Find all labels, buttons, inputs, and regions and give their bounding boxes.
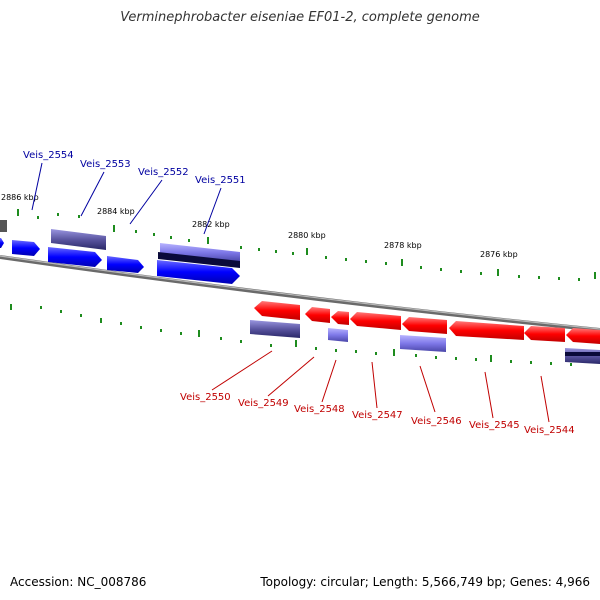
reverse-label-leaders [211, 350, 550, 423]
gene-arrow-veis-2549[interactable] [254, 301, 300, 320]
gene-label-veis-2549[interactable]: Veis_2549 [238, 398, 289, 409]
scale-label-2882: 2882 kbp [192, 220, 230, 229]
genome-backbone-highlight [0, 255, 600, 330]
gene-label-veis-2552[interactable]: Veis_2552 [138, 167, 189, 178]
scale-label-2886: 2886 kbp [1, 193, 39, 202]
genome-backbone [0, 255, 600, 332]
gene-arrow-veis-2552[interactable] [107, 256, 144, 273]
gene-arrow-veis-2548[interactable] [305, 307, 330, 323]
gene-arrow-veis-2551[interactable] [157, 260, 240, 284]
gene-arrow-forward[interactable] [0, 238, 4, 248]
gene-arrow-veis-2554[interactable] [12, 240, 40, 256]
forward-label-leaders [31, 162, 222, 235]
gene-arrow-reverse-edge[interactable] [566, 328, 600, 344]
gene-label-veis-2550[interactable]: Veis_2550 [180, 392, 231, 403]
scale-label-2878: 2878 kbp [384, 241, 422, 250]
reverse-tick-row [10, 304, 572, 366]
gene-label-veis-2547[interactable]: Veis_2547 [352, 410, 403, 421]
scale-label-2880: 2880 kbp [288, 231, 326, 240]
map-title: Verminephrobacter eiseniae EF01-2, compl… [120, 10, 480, 25]
gene-label-veis-2551[interactable]: Veis_2551 [195, 175, 246, 186]
gene-label-veis-2554[interactable]: Veis_2554 [23, 150, 74, 161]
reverse-strand-features [250, 301, 600, 364]
feature-box-veis-2548[interactable] [328, 328, 348, 342]
gene-label-veis-2546[interactable]: Veis_2546 [411, 416, 462, 427]
feature-box-veis-2551-top[interactable] [160, 243, 240, 262]
forward-tick-row [17, 209, 596, 281]
feature-box-veis-2546[interactable] [400, 335, 446, 352]
feature-box-reverse-edge-core [565, 352, 600, 356]
gene-arrow-veis-2553[interactable] [48, 247, 102, 267]
gene-arrow-veis-2545[interactable] [449, 321, 524, 340]
gene-label-veis-2548[interactable]: Veis_2548 [294, 404, 345, 415]
scale-label-2884: 2884 kbp [97, 207, 135, 216]
gene-arrow-veis-2547-a[interactable] [331, 311, 349, 325]
gene-arrow-veis-2547[interactable] [350, 312, 401, 330]
gene-arrow-veis-2546[interactable] [402, 317, 447, 334]
genome-summary-text: Topology: circular; Length: 5,566,749 bp… [260, 575, 590, 589]
gene-label-veis-2553[interactable]: Veis_2553 [80, 159, 131, 170]
gene-label-veis-2545[interactable]: Veis_2545 [469, 420, 520, 431]
gene-label-veis-2544[interactable]: Veis_2544 [524, 425, 575, 436]
scale-label-2876: 2876 kbp [480, 250, 518, 259]
forward-strand-features [0, 229, 240, 284]
accession-text: Accession: NC_008786 [10, 575, 147, 589]
feature-box-veis-2551[interactable] [158, 252, 240, 268]
feature-box-veis-2550[interactable] [250, 320, 300, 338]
feature-box-veis-2553[interactable] [51, 229, 106, 250]
gene-arrow-veis-2544[interactable] [524, 326, 565, 342]
backbone-end-cap [0, 220, 7, 232]
